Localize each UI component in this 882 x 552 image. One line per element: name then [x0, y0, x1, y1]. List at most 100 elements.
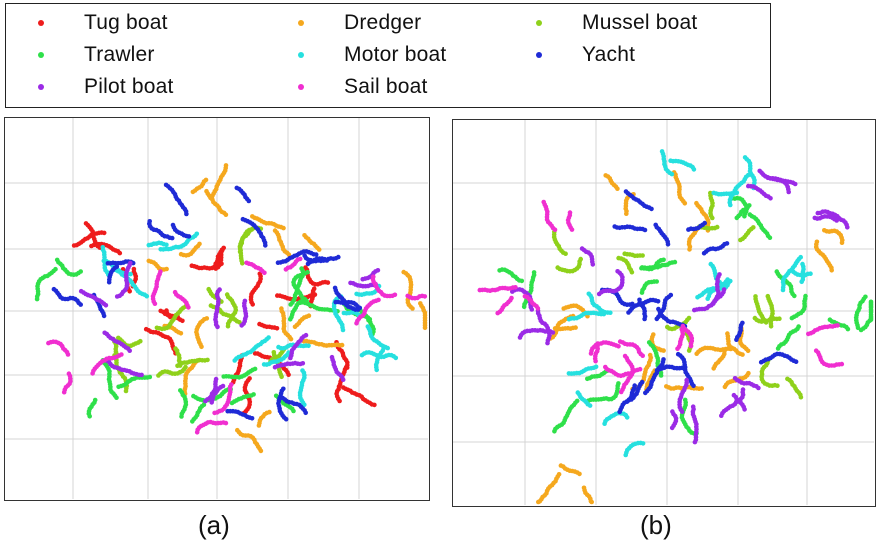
scatter-point [372, 402, 377, 408]
scatter-point [798, 394, 804, 400]
legend-marker [38, 20, 44, 26]
scatter-point [497, 268, 502, 273]
scatter-point [393, 355, 399, 361]
scatter-point [789, 315, 795, 321]
series-dredger [536, 170, 845, 505]
scatter-point [552, 429, 557, 434]
scatter-point [354, 321, 359, 326]
scatter-point [640, 253, 645, 258]
scatter-point [629, 269, 635, 275]
legend-label: Trawler [84, 43, 155, 66]
scatter-point [711, 190, 716, 196]
scatter-point [418, 301, 423, 306]
legend-label: Dredger [344, 11, 422, 34]
scatter-point [555, 265, 560, 270]
scatter-point [197, 241, 202, 247]
scatter-point [232, 358, 237, 363]
scatter-point [777, 316, 782, 321]
scatter-point [234, 185, 240, 191]
legend-marker [298, 84, 304, 90]
legend-marker [298, 20, 304, 26]
scatter-point [258, 448, 264, 454]
scatter-point [643, 390, 648, 396]
scatter-point [717, 272, 722, 277]
series-pilot-boat [510, 168, 850, 445]
scatter-point [217, 287, 222, 292]
scatter-point [577, 471, 582, 477]
scatter-point [116, 335, 121, 341]
scatter-point [521, 304, 527, 310]
scatter-point [267, 409, 272, 415]
scatter-point [337, 398, 342, 404]
legend-marker [38, 84, 44, 90]
scatter-point [612, 224, 617, 229]
scatter-point [535, 306, 541, 311]
scatter-point [740, 320, 745, 326]
legend-marker [298, 52, 304, 58]
scatter-point [654, 316, 660, 322]
scatter-point [839, 361, 845, 367]
legend-item: Yacht [504, 40, 635, 70]
scatter-point [219, 261, 224, 267]
legend-label: Pilot boat [84, 75, 174, 98]
scatter-point [223, 212, 229, 217]
series-yacht [600, 189, 799, 415]
scatter-point [579, 246, 585, 251]
scatter-point [637, 366, 643, 372]
scatter-point [180, 318, 185, 324]
legend-marker [536, 20, 542, 26]
scatter-point [742, 155, 748, 160]
scatter-point [566, 316, 572, 322]
scatter-point [205, 357, 210, 363]
scatter-point [691, 167, 697, 172]
scatter-point [829, 268, 834, 273]
scatter-point [705, 296, 710, 301]
scatter-point [146, 258, 152, 264]
scatter-point [303, 410, 309, 416]
scatter-point [206, 286, 211, 292]
scatter-point [371, 274, 376, 279]
scatter-point [119, 352, 124, 357]
scatter-point [401, 269, 407, 275]
scatter-point [793, 359, 799, 364]
scatter-point [665, 242, 671, 247]
scatter-point [734, 215, 740, 221]
scatter-point [792, 181, 798, 187]
scatter-point [78, 288, 84, 294]
scatter-point [306, 343, 311, 349]
scatter-point [46, 340, 51, 346]
scatter-point [163, 182, 169, 188]
scatter-point [316, 247, 322, 252]
scatter-point [616, 381, 621, 386]
series-yacht [51, 182, 363, 422]
scatter-point [194, 430, 200, 435]
scatter-point [623, 189, 629, 194]
scatter-point [288, 317, 293, 322]
scatter-point [250, 214, 255, 219]
scatter-point [156, 373, 161, 378]
legend-marker [38, 52, 44, 58]
scatter-point [692, 307, 697, 313]
scatter-point [639, 290, 645, 295]
scatter-point [61, 389, 67, 395]
legend-label: Yacht [582, 43, 636, 66]
scatter-point [286, 372, 291, 377]
scatter-point [748, 172, 753, 177]
scatter-point [34, 296, 40, 302]
scatter-point [297, 256, 303, 262]
legend-label: Motor boat [344, 43, 447, 66]
scatter-point [204, 316, 210, 321]
gridlines [453, 120, 874, 505]
scatter-point [194, 231, 200, 237]
scatter-point [348, 280, 353, 286]
series-tug-boat [71, 221, 377, 416]
scatter-point [731, 392, 737, 398]
scatter-point [587, 403, 593, 408]
scatter-point [624, 211, 629, 216]
scatter-point [686, 227, 691, 232]
legend-label: Tug boat [84, 11, 168, 34]
scatter-point [131, 266, 137, 272]
scatter-point [588, 351, 594, 356]
scatter-point [669, 425, 675, 431]
scatter-point [71, 243, 77, 248]
